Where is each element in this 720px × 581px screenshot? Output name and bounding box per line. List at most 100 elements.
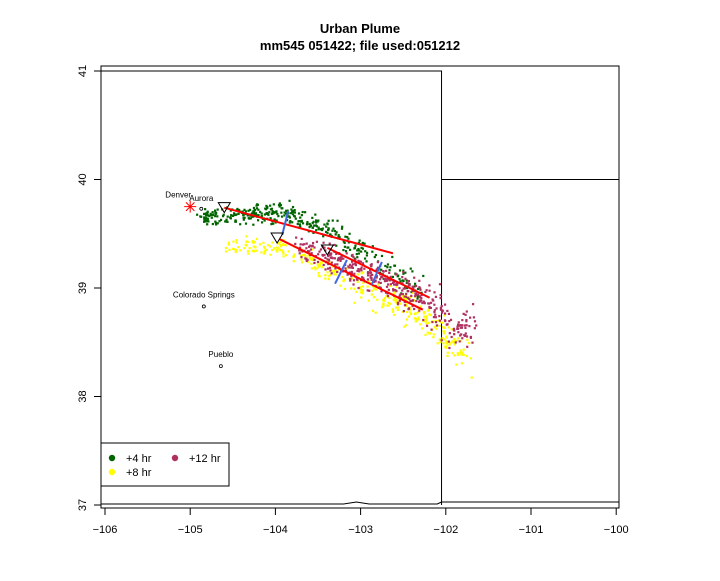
plume-point <box>462 353 465 357</box>
plume-point <box>288 216 291 219</box>
plume-point <box>354 244 357 247</box>
plume-point <box>244 210 247 213</box>
plume-point <box>254 246 257 249</box>
city-label: Denver <box>165 191 191 200</box>
plume-point <box>425 319 428 322</box>
chart-title: Urban Plume <box>320 21 400 36</box>
plume-point <box>421 327 424 330</box>
plume-point <box>382 302 385 305</box>
plume-point <box>332 273 336 276</box>
plume-point <box>446 354 449 357</box>
plume-point <box>376 261 379 264</box>
plume-point <box>442 342 445 345</box>
plume-point <box>440 339 443 342</box>
plume-point <box>433 303 436 306</box>
plume-point <box>222 213 225 216</box>
plume-point <box>405 318 409 321</box>
plume-point <box>298 246 302 249</box>
plume-point <box>470 376 473 379</box>
plume-point <box>438 338 441 341</box>
plume-point <box>224 246 228 250</box>
plume-point <box>260 212 263 215</box>
plume-point <box>371 273 374 276</box>
plume-point <box>460 326 464 329</box>
plume-point <box>456 325 459 328</box>
plume-point <box>393 283 396 286</box>
plume-point <box>401 276 404 279</box>
plume-point <box>256 203 259 206</box>
plume-point <box>409 296 412 299</box>
plume-point <box>279 245 283 248</box>
plume-point <box>356 249 359 252</box>
plume-point <box>330 252 333 255</box>
plume-point <box>439 340 442 344</box>
plume-point <box>392 292 395 296</box>
plume-point <box>429 306 432 310</box>
plume-point <box>301 261 304 264</box>
plume-point <box>465 320 468 323</box>
legend-label-4hr: +4 hr <box>126 453 152 465</box>
plume-point <box>350 266 353 269</box>
plume-point <box>207 220 210 223</box>
plume-point <box>405 292 408 295</box>
city-marker <box>201 304 206 309</box>
plume-point <box>282 250 285 253</box>
plume-point <box>428 305 431 309</box>
plume-point <box>409 311 412 314</box>
plume-point <box>311 241 315 245</box>
plume-point <box>238 208 241 212</box>
star-ray <box>185 202 195 212</box>
plume-point <box>333 243 336 247</box>
plume-point <box>275 210 278 213</box>
plume-point <box>321 266 324 269</box>
plume-point <box>434 316 437 319</box>
plume-point <box>428 289 431 292</box>
plume-point <box>259 210 262 214</box>
plume-point <box>235 213 238 216</box>
plume-point <box>402 269 405 272</box>
plume-point <box>318 275 321 278</box>
plume-point <box>387 288 390 291</box>
plume-point <box>249 217 252 220</box>
plume-point <box>355 252 358 256</box>
plume-point <box>235 248 238 252</box>
x-tick-label: −104 <box>263 524 288 536</box>
plume-point <box>221 215 225 218</box>
plume-point <box>346 266 350 269</box>
plume-point <box>369 276 372 279</box>
plume-point <box>385 285 389 288</box>
plume-point <box>404 304 407 307</box>
plume-point <box>305 242 308 245</box>
plume-point <box>248 247 251 250</box>
plume-point <box>265 208 268 211</box>
plume-point <box>326 223 329 226</box>
plume-point <box>352 255 355 259</box>
plume-point <box>315 219 318 222</box>
plume-point <box>455 339 458 343</box>
plume-point <box>326 231 329 234</box>
plume-point <box>383 297 386 300</box>
plume-point <box>216 208 219 211</box>
plume-point <box>310 245 313 248</box>
plume-point <box>377 283 380 286</box>
plume-point <box>370 289 374 292</box>
city-marker <box>218 364 223 369</box>
plume-point <box>326 271 329 274</box>
plume-point <box>463 324 466 327</box>
plume-point <box>380 268 383 271</box>
plume-point <box>427 321 431 324</box>
plume-point <box>440 311 444 314</box>
plume-point <box>433 311 436 314</box>
plume-point <box>475 324 478 327</box>
plume-point <box>234 220 238 223</box>
plume-point <box>460 351 463 354</box>
plume-point <box>252 211 255 214</box>
plume-point <box>281 207 284 210</box>
plume-point <box>429 332 432 335</box>
plume-point <box>244 222 248 225</box>
plume-point <box>427 308 430 311</box>
plume-point <box>370 264 373 268</box>
plume-point <box>317 264 320 267</box>
plume-point <box>360 246 363 249</box>
plume-point <box>357 286 360 290</box>
